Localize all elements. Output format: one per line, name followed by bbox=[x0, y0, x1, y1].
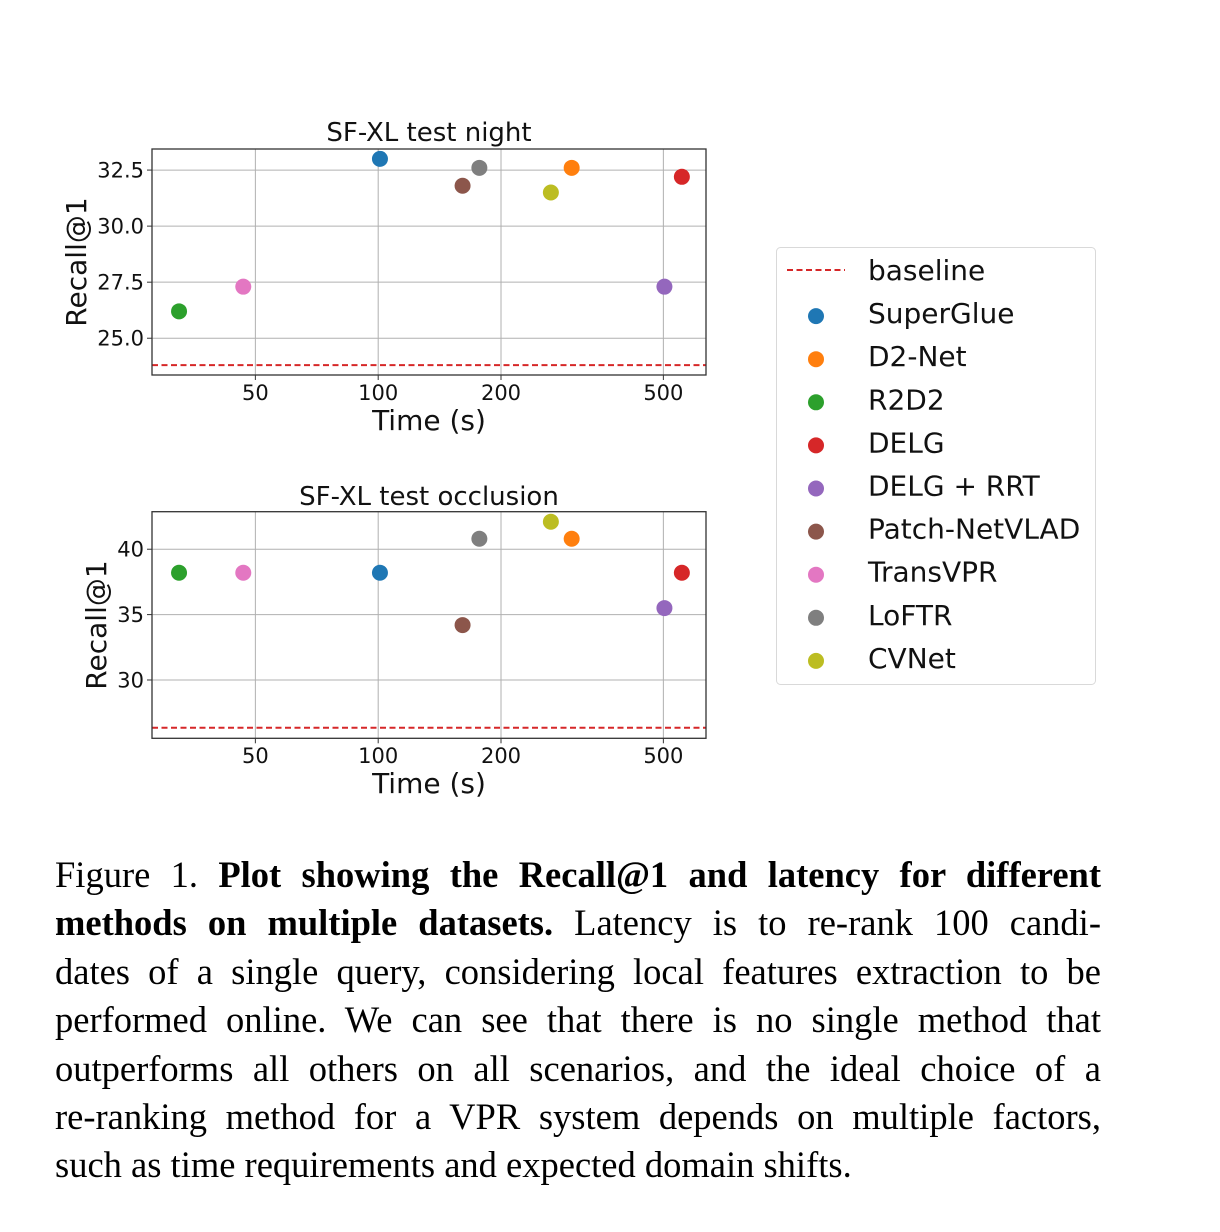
y-tick-label: 40 bbox=[117, 538, 144, 562]
data-point-superglue bbox=[371, 564, 388, 581]
plot-area bbox=[152, 149, 706, 375]
x-tick-label: 500 bbox=[643, 381, 683, 405]
y-axis-label: Recall@1 bbox=[60, 197, 93, 326]
data-point-delg-rrt bbox=[656, 278, 673, 295]
data-point-loftr bbox=[471, 159, 488, 176]
caption-line: outperforms all others on all scenarios,… bbox=[55, 1047, 1101, 1089]
legend-marker bbox=[808, 566, 824, 583]
legend-label: SuperGlue bbox=[868, 297, 1014, 330]
caption-text: Latency is to re-rank 100 candi- bbox=[553, 902, 1101, 944]
figure-caption: Figure 1. Plot showing the Recall@1 and … bbox=[55, 851, 1101, 1190]
data-point-delg-rrt bbox=[656, 600, 673, 617]
legend-marker bbox=[808, 308, 824, 325]
caption-label: Figure 1. bbox=[55, 854, 219, 895]
legend-marker bbox=[808, 652, 824, 669]
x-axis-label: Time (s) bbox=[371, 404, 486, 437]
legend-marker bbox=[808, 437, 824, 454]
axes-frame bbox=[151, 511, 707, 739]
data-point-loftr bbox=[471, 530, 488, 547]
x-tick-label: 500 bbox=[643, 744, 683, 768]
data-point-d2-net bbox=[563, 530, 580, 547]
legend-label: baseline bbox=[868, 254, 985, 287]
chart-sf-xl-test-occlusion: 50 100 200 500 30 35 40 SF-XL test occlusion Tim… bbox=[80, 482, 707, 800]
caption-line: re-ranking method for a VPR system depen… bbox=[55, 1095, 1101, 1137]
y-tick-label: 30.0 bbox=[97, 215, 144, 239]
chart-sf-xl-test-night: 50 100 200 500 25.0 27.5 30.0 32.5 SF-XL test ni… bbox=[60, 118, 707, 437]
legend-marker bbox=[808, 351, 824, 368]
y-tick-label: 32.5 bbox=[97, 159, 144, 183]
data-point-cvnet bbox=[542, 513, 559, 530]
y-axis-label: Recall@1 bbox=[80, 560, 113, 689]
y-tick-label: 25.0 bbox=[97, 327, 144, 351]
legend-label: D2-Net bbox=[868, 340, 967, 373]
x-tick-label: 50 bbox=[242, 744, 269, 768]
axes-frame bbox=[151, 148, 707, 376]
data-point-patch-netvlad bbox=[454, 177, 471, 194]
data-point-transvpr bbox=[235, 278, 252, 295]
legend-label: R2D2 bbox=[868, 383, 945, 416]
data-point-patch-netvlad bbox=[454, 617, 471, 634]
legend-marker bbox=[808, 480, 824, 497]
figure: 50 100 200 500 25.0 27.5 30.0 32.5 SF-XL test ni… bbox=[60, 118, 1096, 800]
x-axis-label: Time (s) bbox=[371, 767, 486, 800]
legend-marker bbox=[808, 523, 824, 540]
chart-title: SF-XL test occlusion bbox=[299, 482, 559, 512]
legend: baseline SuperGlue D2-Net R2D2 DELG DELG + RR… bbox=[776, 247, 1096, 685]
x-tick-label: 100 bbox=[358, 381, 398, 405]
data-point-r2d2 bbox=[171, 303, 188, 320]
legend-label: TransVPR bbox=[867, 556, 998, 589]
legend-label: CVNet bbox=[868, 642, 956, 675]
y-tick-label: 30 bbox=[117, 668, 144, 692]
data-point-d2-net bbox=[563, 159, 580, 176]
caption-line: such as time requirements and expected d… bbox=[55, 1144, 852, 1186]
y-tick-label: 35 bbox=[117, 603, 144, 627]
legend-label: DELG + RRT bbox=[868, 470, 1041, 503]
caption-bold-text: Plot showing the Recall@1 and latency fo… bbox=[218, 854, 1101, 895]
legend-label: DELG bbox=[868, 426, 945, 459]
caption-line: performed online. We can see that there … bbox=[55, 999, 1101, 1041]
legend-marker bbox=[808, 609, 824, 626]
data-point-transvpr bbox=[235, 564, 252, 581]
caption-bold-text: methods on multiple datasets. bbox=[55, 902, 554, 944]
plot-area bbox=[152, 511, 706, 739]
caption-line: methods on multiple datasets. Latency is… bbox=[55, 899, 1101, 947]
x-tick-label: 200 bbox=[481, 381, 521, 405]
caption-line: dates of a single query, considering loc… bbox=[55, 950, 1101, 992]
data-point-delg bbox=[673, 564, 690, 581]
data-point-delg bbox=[673, 168, 690, 185]
legend-marker bbox=[808, 394, 824, 411]
x-tick-label: 200 bbox=[481, 744, 521, 768]
legend-box bbox=[776, 247, 1096, 685]
x-tick-label: 100 bbox=[358, 744, 398, 768]
legend-label: Patch-NetVLAD bbox=[868, 513, 1080, 546]
y-tick-label: 27.5 bbox=[97, 271, 144, 295]
data-point-superglue bbox=[371, 150, 388, 167]
data-point-cvnet bbox=[542, 184, 559, 201]
x-tick-label: 50 bbox=[242, 381, 269, 405]
legend-label: LoFTR bbox=[868, 599, 952, 632]
chart-title: SF-XL test night bbox=[326, 118, 531, 148]
caption-line: Figure 1. Plot showing the Recall@1 and … bbox=[55, 851, 1101, 899]
data-point-r2d2 bbox=[171, 564, 188, 581]
